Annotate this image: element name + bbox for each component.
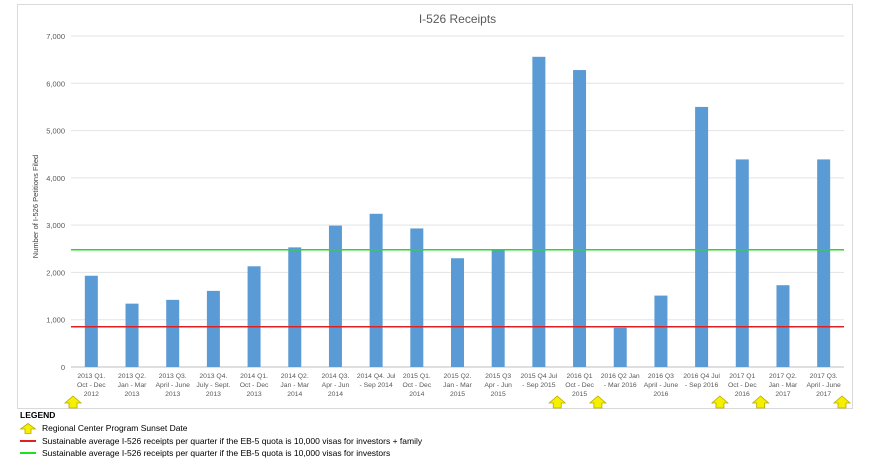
x-tick-label: 2017 Q2. Jan - Mar 2017 — [769, 373, 798, 398]
y-axis-label: Number of I-526 Petitions Filed — [31, 155, 40, 258]
bar — [613, 327, 627, 367]
y-tick-label: 6,000 — [46, 79, 65, 88]
chart-title: I-526 Receipts — [419, 12, 496, 26]
sunset-arrow-icon — [832, 395, 852, 409]
bar — [247, 266, 261, 367]
x-tick-label: 2015 Q3 Apr - Jun 2015 — [484, 373, 512, 398]
x-tick-label: 2015 Q1. Oct - Dec 2014 — [402, 373, 431, 398]
x-tick-label: 2015 Q4 Jul - Sep 2015 — [521, 373, 558, 389]
x-tick-label: 2014 Q2. Jan - Mar 2014 — [280, 373, 309, 398]
legend-label-red-line: Sustainable average I-526 receipts per q… — [42, 436, 423, 446]
x-tick-label: 2015 Q2. Jan - Mar 2015 — [443, 373, 472, 398]
green-line-swatch — [20, 452, 36, 454]
red-line-swatch — [20, 440, 36, 442]
bar — [491, 250, 505, 367]
x-tick-label: 2013 Q2. Jan - Mar 2013 — [118, 373, 147, 398]
legend-title: LEGEND — [20, 410, 56, 420]
x-tick-label: 2016 Q1 Oct - Dec 2015 — [565, 373, 594, 398]
chart-frame: I-526 Receipts 0 1,000 2,000 3,000 4,000 5,000… — [17, 4, 853, 409]
y-tick-label: 4,000 — [46, 174, 65, 183]
sunset-arrow-icon — [63, 395, 83, 409]
bar — [410, 228, 424, 367]
x-tick-label: 2013 Q4. July - Sept. 2013 — [196, 373, 230, 398]
y-tick-label: 5,000 — [46, 127, 65, 136]
up-arrow-icon — [20, 422, 36, 434]
bar — [166, 299, 180, 367]
x-tick-label: 2016 Q2 Jan - Mar 2016 — [601, 373, 640, 389]
legend-label-sunset: Regional Center Program Sunset Date — [42, 423, 188, 433]
bar-chart: I-526 Receipts 0 1,000 2,000 3,000 4,000 5,000… — [31, 12, 852, 409]
bar — [369, 213, 383, 367]
y-tick-label: 0 — [61, 363, 65, 372]
x-tick-label: 2016 Q4 Jul - Sep 2016 — [683, 373, 720, 389]
bar — [654, 295, 668, 367]
sunset-arrow-icon — [710, 395, 730, 409]
legend-item-red-line: Sustainable average I-526 receipts per q… — [20, 435, 422, 447]
bar — [125, 303, 139, 367]
bar — [573, 70, 587, 367]
sunset-arrow-icon — [751, 395, 770, 409]
y-tick-label: 3,000 — [46, 221, 65, 230]
x-tick-label: 2014 Q1. Oct - Dec 2013 — [240, 373, 269, 398]
y-tick-label: 1,000 — [46, 316, 65, 325]
bar — [695, 106, 709, 367]
y-tick-label: 2,000 — [46, 268, 65, 277]
legend: LEGEND Regional Center Program Sunset Da… — [20, 410, 880, 466]
bar — [84, 275, 98, 367]
bar — [328, 225, 342, 367]
x-tick-label: 2013 Q1. Oct - Dec 2012 — [77, 373, 106, 398]
legend-label-green-line: Sustainable average I-526 receipts per q… — [42, 448, 391, 458]
legend-item-green-line: Sustainable average I-526 receipts per q… — [20, 447, 390, 459]
x-tick-label: 2014 Q4. Jul - Sep 2014 — [357, 373, 396, 389]
x-tick-label: 2013 Q3. April - June 2013 — [156, 373, 191, 398]
y-tick-label: 7,000 — [46, 32, 65, 41]
legend-item-sunset: Regional Center Program Sunset Date — [20, 422, 188, 434]
bar — [288, 247, 302, 367]
bar — [451, 258, 464, 367]
bar — [735, 159, 749, 367]
x-tick-label: 2017 Q1 Oct - Dec 2016 — [728, 373, 757, 398]
sunset-arrow-icon — [588, 395, 607, 409]
x-tick-label: 2017 Q3. April - June 2017 — [806, 373, 841, 398]
sunset-arrow-icon — [548, 395, 567, 409]
bar — [206, 290, 220, 367]
x-tick-label: 2014 Q3. Apr - Jun 2014 — [321, 373, 349, 398]
x-tick-label: 2016 Q3 April - June 2016 — [644, 373, 679, 398]
bar — [817, 159, 831, 367]
bar — [532, 56, 546, 367]
